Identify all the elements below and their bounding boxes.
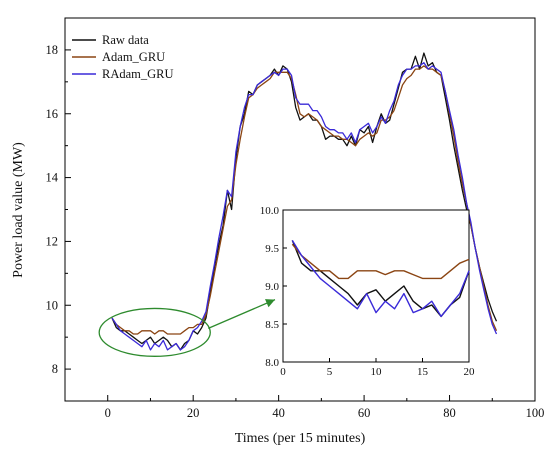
- x-tick-label: 60: [358, 406, 371, 420]
- legend-entry-label: RAdam_GRU: [102, 67, 174, 81]
- y-tick-label: 14: [46, 171, 59, 185]
- series-line: [111, 65, 498, 335]
- legend-entry-label: Raw data: [102, 33, 149, 47]
- inset-y-tick-label: 8.0: [265, 357, 279, 369]
- inset-y-tick-label: 9.0: [265, 281, 279, 293]
- inset-y-tick-label: 9.5: [265, 243, 279, 255]
- y-tick-label: 18: [46, 43, 59, 57]
- x-tick-label: 80: [443, 406, 456, 420]
- legend-entry-label: Adam_GRU: [102, 50, 165, 64]
- inset-y-tick-label: 10.0: [260, 205, 280, 217]
- inset-x-tick-label: 15: [417, 366, 429, 378]
- inset-chart: 0 5 10 15 20 8.0 8.5 9.0 9.5 10.0: [260, 205, 475, 378]
- y-axis-label: Power load value (MW): [11, 142, 26, 278]
- inset-y-tick-label: 8.5: [265, 319, 279, 331]
- inset-series-line: [291, 240, 470, 318]
- y-tick-label: 12: [46, 234, 59, 248]
- y-tick-label: 16: [46, 107, 59, 121]
- inset-plot-area: [282, 209, 470, 363]
- y-tick-label: 8: [52, 362, 58, 376]
- x-tick-label: 20: [187, 406, 200, 420]
- inset-series-line: [291, 243, 470, 280]
- zoom-arrow-head: [265, 299, 275, 308]
- inset-x-tick-label: 10: [371, 366, 383, 378]
- legend: Raw data Adam_GRU RAdam_GRU: [72, 33, 174, 81]
- x-tick-label: 40: [272, 406, 285, 420]
- y-tick-label: 10: [46, 298, 59, 312]
- x-axis-label: Times (per 15 minutes): [235, 431, 366, 446]
- inset-x-tick-label: 20: [464, 366, 476, 378]
- x-tick-label: 100: [526, 406, 545, 420]
- zoom-arrow: [208, 299, 276, 329]
- x-tick-label: 0: [105, 406, 111, 420]
- zoom-ellipse: [98, 307, 211, 357]
- inset-x-tick-label: 0: [280, 366, 286, 378]
- inset-x-tick-label: 5: [327, 366, 333, 378]
- series-line: [111, 62, 498, 351]
